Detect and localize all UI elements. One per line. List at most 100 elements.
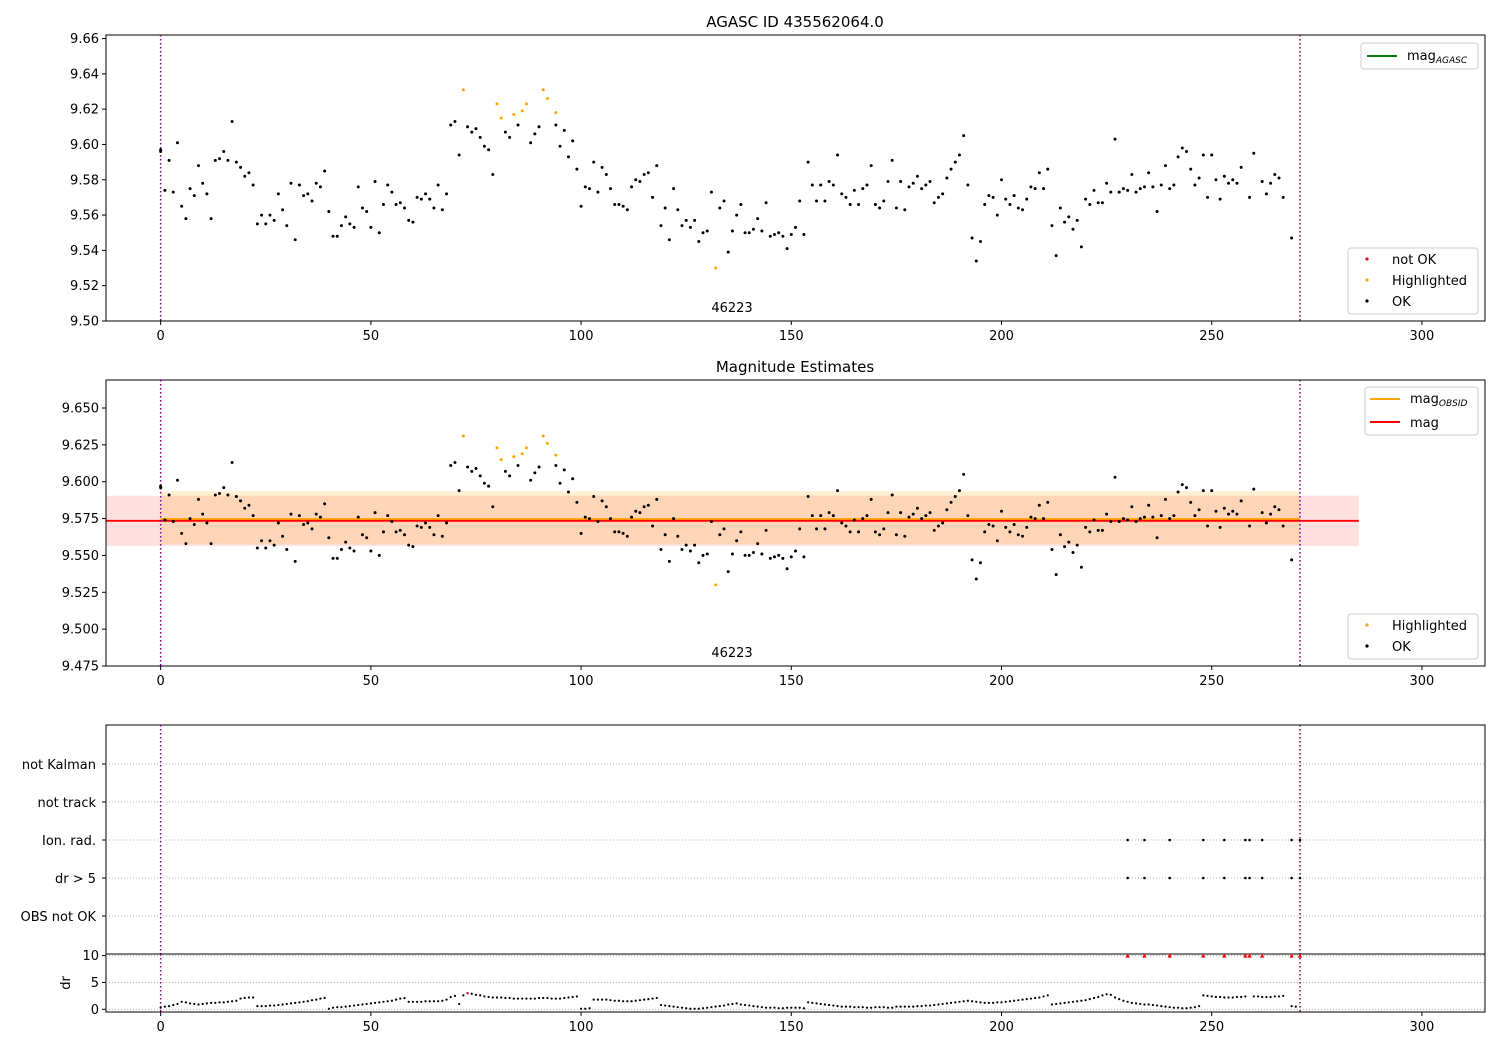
dr-point: [735, 1002, 738, 1005]
ok-point: [974, 577, 978, 581]
dr-point: [1063, 1001, 1066, 1004]
ok-point: [243, 174, 247, 178]
ok-point: [466, 125, 470, 129]
ok-point: [516, 464, 520, 468]
dr-point: [378, 1001, 381, 1004]
dr-point: [504, 996, 507, 1000]
ok-point: [1163, 497, 1167, 501]
ok-point: [1214, 509, 1218, 513]
dr-point: [336, 1006, 339, 1009]
ok-point: [453, 461, 457, 465]
y-tick-label: 9.60: [70, 138, 99, 153]
dr-point: [432, 1000, 436, 1003]
dr-point: [685, 1007, 688, 1010]
ok-point: [234, 160, 238, 164]
dr-point: [996, 1001, 999, 1004]
highlighted-point: [554, 453, 558, 457]
ok-point: [672, 187, 676, 191]
ok-point: [667, 238, 671, 242]
dr-point: [357, 1003, 360, 1007]
y-tick-label: 9.550: [62, 549, 99, 564]
ok-point: [865, 514, 869, 518]
ok-point: [1163, 164, 1167, 168]
dr-point: [1193, 1006, 1197, 1009]
x-tick-label: 150: [779, 1020, 804, 1035]
legend2-highlighted-marker: [1365, 623, 1369, 627]
ok-point: [255, 546, 259, 550]
panel-mag-highlighted-points: [461, 434, 718, 587]
ok-point: [1206, 195, 1210, 199]
legend-ok-marker: [1365, 299, 1369, 303]
dr-point: [1126, 1000, 1129, 1003]
dr-point: [273, 1004, 276, 1007]
ok-point: [831, 183, 835, 187]
ok-point: [642, 172, 646, 176]
dr-point: [764, 1006, 768, 1009]
legend-mag-text: mag: [1410, 416, 1439, 431]
x-tick-label: 200: [989, 674, 1014, 689]
ok-point: [617, 530, 621, 534]
flag-point: [1298, 838, 1302, 842]
dr-point: [874, 1006, 877, 1009]
ok-point: [1029, 185, 1033, 189]
ok-point: [1071, 550, 1075, 554]
dr-point: [390, 999, 393, 1002]
ok-point: [360, 206, 364, 210]
dr-point: [1164, 1005, 1167, 1008]
ok-point: [1180, 146, 1184, 150]
ok-point: [1197, 508, 1201, 512]
ok-point: [533, 471, 537, 475]
ok-point: [823, 199, 827, 203]
ok-point: [882, 199, 886, 203]
dr-point: [907, 1005, 911, 1008]
dr-point: [331, 1006, 335, 1009]
ok-point: [1126, 188, 1130, 192]
ok-point: [634, 509, 638, 513]
x-tick-label: 250: [1199, 1020, 1224, 1035]
dr-point: [790, 1006, 793, 1009]
ok-point: [907, 185, 911, 189]
ok-point: [1113, 475, 1117, 479]
dr-point: [794, 1006, 797, 1009]
ok-point: [722, 527, 726, 531]
ok-point: [987, 194, 991, 198]
panel-magnitude-estimates: Magnitude Estimates 46223 9.475 9.500 9.52…: [62, 358, 1486, 689]
ok-point: [663, 533, 667, 537]
ok-point: [318, 515, 322, 519]
dr-point: [613, 999, 616, 1002]
ok-point: [903, 208, 907, 212]
ok-point: [861, 517, 865, 521]
ok-point: [503, 469, 507, 473]
dr-point: [1244, 995, 1247, 998]
ok-point: [247, 503, 251, 507]
dr-point: [945, 1002, 948, 1005]
ok-point: [1054, 254, 1058, 258]
dr-point: [970, 1000, 974, 1003]
ok-point: [827, 180, 831, 184]
ok-point: [390, 520, 394, 524]
ok-point: [234, 494, 238, 498]
dr-point: [558, 997, 562, 1000]
ok-point: [1227, 181, 1231, 185]
highlighted-point: [512, 455, 516, 459]
ok-point: [920, 187, 924, 191]
dr-point: [924, 1004, 927, 1007]
ok-point: [1206, 524, 1210, 528]
dr-point: [1189, 1006, 1192, 1009]
flag-point: [1143, 838, 1146, 842]
ok-point: [398, 201, 402, 205]
dr-point: [180, 1000, 183, 1003]
ok-point: [352, 549, 356, 553]
dr-point: [1071, 1000, 1075, 1003]
dr-point: [601, 998, 604, 1001]
dr-point: [634, 999, 637, 1002]
dr-point: [369, 1002, 372, 1005]
dr-point: [781, 1007, 784, 1010]
dr-point: [769, 1006, 772, 1009]
ok-point: [625, 208, 629, 212]
ok-point: [432, 533, 436, 537]
dr-point: [861, 1006, 864, 1009]
ok-point: [1264, 192, 1268, 196]
flag-point: [1298, 876, 1302, 880]
